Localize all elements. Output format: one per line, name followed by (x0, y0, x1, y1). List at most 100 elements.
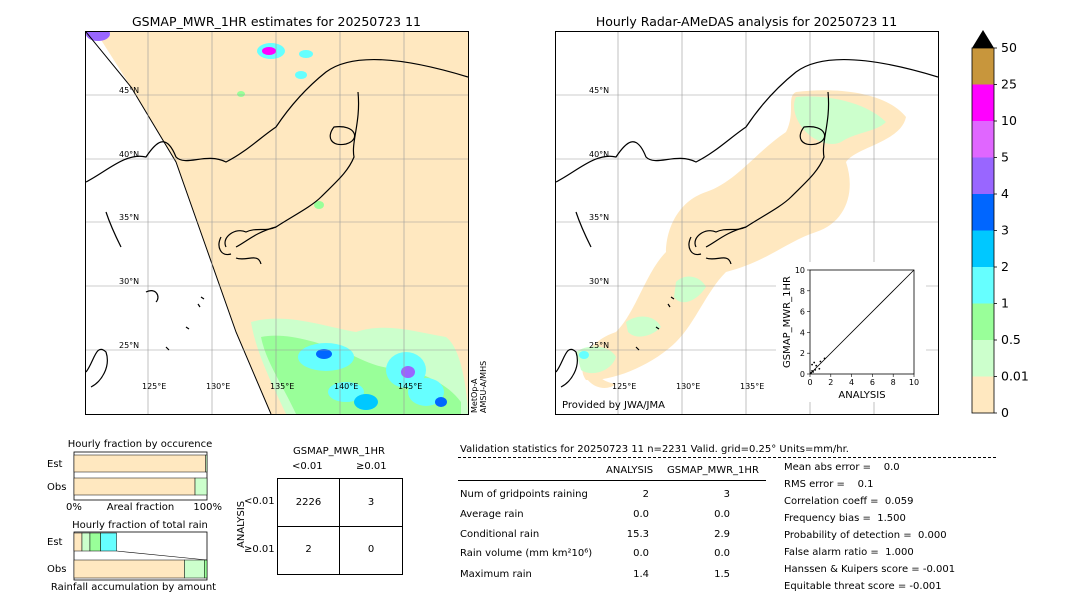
contingency-row-header: ≥0.01 (244, 544, 275, 555)
colorbar-segment (972, 340, 994, 377)
colorbar-tick-label: 3 (1001, 223, 1009, 238)
total-rain-bar (81, 532, 91, 552)
validation-header: Validation statistics for 20250723 11 n=… (460, 444, 849, 455)
validation-col-divider (458, 480, 766, 481)
left-map-canvas: 45°N 40°N 35°N 30°N 25°N 125°E 130°E 135… (86, 32, 468, 414)
occurrence-bar (205, 454, 208, 473)
validation-row-label: Maximum rain (460, 569, 532, 580)
occurrence-bar (73, 477, 196, 496)
total-rain-bar (73, 559, 185, 579)
coastline (86, 58, 468, 388)
colorbar-tick-label: 2 (1001, 259, 1009, 274)
score-line: Hanssen & Kuipers score = -0.001 (784, 564, 956, 575)
score-line: RMS error = 0.1 (784, 479, 874, 490)
colorbar-tick-label: 0.5 (1001, 332, 1021, 347)
total-rain-connector (116, 550, 208, 561)
lat-label: 30°N (589, 277, 609, 286)
rain-cell (579, 351, 589, 359)
validation-row-analysis: 2 (642, 489, 649, 500)
contingency-cell: 0 (367, 544, 375, 555)
validation-row-gsmap: 2.9 (714, 529, 730, 540)
validation-row-analysis: 0.0 (633, 509, 649, 520)
occurrence-x-label: Areal fraction (107, 502, 174, 513)
swath-edge (86, 32, 272, 414)
rain-cell (316, 349, 332, 359)
validation-row-label: Num of gridpoints raining (460, 489, 588, 500)
lon-label: 130°E (676, 382, 700, 391)
scatter-point (813, 361, 816, 364)
occurrence-bar (73, 454, 206, 473)
scatter-point (811, 363, 813, 366)
contingency-table: 2226 3 2 0 (277, 478, 403, 575)
colorbar-tick-label: 10 (1001, 113, 1017, 128)
score-line: Mean abs error = 0.0 (784, 462, 900, 473)
provider-label: Provided by JWA/JMA (562, 400, 665, 411)
lat-label: 40°N (589, 150, 609, 159)
colorbar-segment (972, 121, 994, 158)
lat-label: 40°N (119, 150, 139, 159)
lon-label: 125°E (142, 382, 166, 391)
scatter-y-label: GSMAP_MWR_1HR (782, 276, 793, 368)
contingency-row-header: <0.01 (244, 496, 275, 507)
occurrence-category-label: Est (47, 459, 63, 470)
score-line: False alarm ratio = 1.000 (784, 547, 914, 558)
left-map-title: GSMAP_MWR_1HR estimates for 20250723 11 (132, 14, 421, 29)
scatter-x-tick-label: 6 (870, 378, 875, 387)
lat-label: 30°N (119, 277, 139, 286)
score-line: Correlation coeff = 0.059 (784, 496, 914, 507)
colorbar-tick-label: 4 (1001, 186, 1009, 201)
contingency-cell: 2 (305, 544, 312, 555)
scatter-point (814, 368, 817, 371)
validation-row-gsmap: 0.0 (714, 509, 730, 520)
score-line: Equitable threat score = -0.001 (784, 581, 942, 592)
validation-row-analysis: 15.3 (626, 529, 649, 540)
contingency-cell: 3 (367, 497, 375, 508)
scatter-x-tick-label: 4 (849, 378, 854, 387)
colorbar-tick-label: 25 (1001, 77, 1017, 92)
occurrence-x-tick-left: 0% (66, 502, 82, 513)
validation-divider (458, 457, 996, 458)
lat-label: 45°N (119, 86, 139, 95)
contingency-col-header: ≥0.01 (356, 461, 387, 472)
colorbar-extend-triangle (972, 30, 994, 48)
colorbar-tick-label: 50 (1001, 40, 1017, 55)
contingency-col-header: <0.01 (292, 461, 323, 472)
validation-row-analysis: 1.4 (633, 569, 649, 580)
scatter-diagonal (809, 269, 915, 375)
score-line: Frequency bias = 1.500 (784, 513, 906, 524)
lon-label: 125°E (612, 382, 636, 391)
occurrence-bar (194, 477, 208, 496)
rain-cell (314, 201, 324, 209)
colorbar-tick-label: 0.01 (1001, 369, 1029, 384)
colorbar-segment (972, 376, 994, 413)
colorbar-segment (972, 157, 994, 194)
rain-cell (328, 382, 364, 402)
scatter-x-tick-label: 0 (807, 378, 812, 387)
total-rain-bar (100, 532, 117, 552)
radar-coverage (582, 90, 906, 381)
lon-label: 135°E (270, 382, 294, 391)
rain-cell (435, 397, 447, 407)
scatter-point (810, 372, 812, 374)
lat-label: 25°N (119, 341, 139, 350)
coastline (556, 58, 938, 388)
contingency-title: GSMAP_MWR_1HR (293, 446, 385, 457)
right-map-canvas: 45°N 40°N 35°N 30°N 25°N 125°E 130°E 135… (556, 32, 938, 414)
total-rain-category-label: Est (47, 537, 63, 548)
contingency-row-axis: ANALYSIS (236, 500, 247, 548)
scatter-point (818, 367, 821, 370)
rain-area (794, 96, 886, 144)
occurrence-category-label: Obs (47, 482, 66, 493)
scatter-y-tick-label: 10 (795, 266, 805, 275)
colorbar-segment (972, 194, 994, 231)
occurrence-x-tick-right: 100% (193, 502, 222, 513)
validation-row-label: Rain volume (mm km²10⁶) (460, 548, 593, 559)
scatter-y-tick-label: 8 (800, 287, 805, 296)
colorbar-tick-label: 0 (1001, 405, 1009, 418)
colorbar-segment (972, 48, 994, 85)
occurrence-title: Hourly fraction by occurence (68, 439, 212, 450)
scatter-y-tick-label: 2 (800, 349, 805, 358)
total-rain-bar (89, 532, 101, 552)
scatter-plot: 0 2 4 6 8 10 0 2 4 6 8 10 ANALYSIS GSMAP_MWR_1HR (782, 266, 919, 401)
